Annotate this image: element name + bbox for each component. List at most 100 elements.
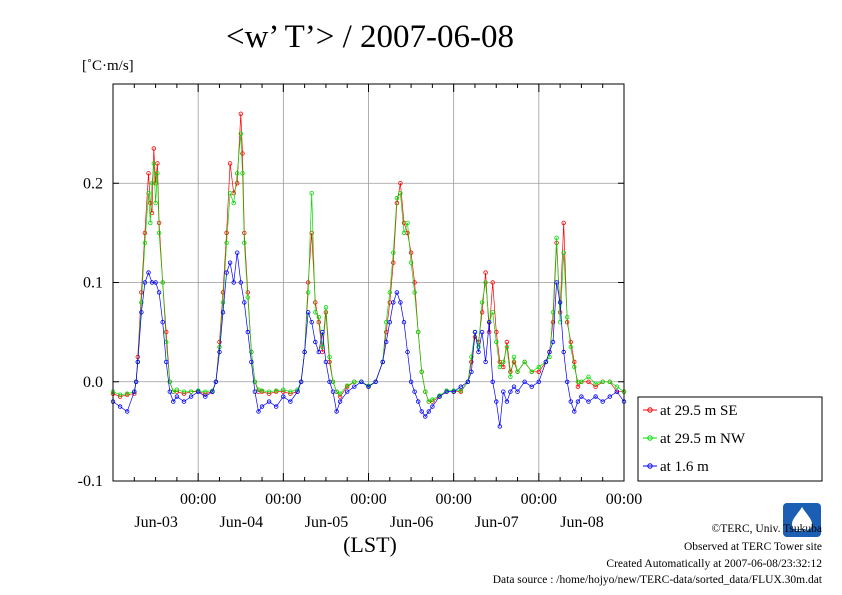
data-point bbox=[281, 394, 286, 399]
x-tick-time: 00:00 bbox=[606, 491, 642, 508]
data-point bbox=[529, 369, 534, 374]
data-point bbox=[479, 329, 485, 335]
data-point bbox=[557, 300, 563, 305]
data-point bbox=[366, 384, 371, 389]
data-point bbox=[345, 383, 350, 388]
data-point bbox=[224, 270, 229, 275]
data-point bbox=[479, 300, 485, 305]
data-point bbox=[142, 280, 148, 285]
data-point bbox=[614, 389, 620, 394]
data-point bbox=[323, 359, 329, 365]
x-tick-time: 00:00 bbox=[180, 491, 216, 508]
data-point bbox=[259, 388, 265, 393]
y-unit-label: [˚C·m/s] bbox=[82, 58, 134, 74]
data-point bbox=[391, 250, 396, 255]
data-point bbox=[174, 394, 180, 399]
legend-label: at 29.5 m SE bbox=[660, 403, 738, 419]
data-point bbox=[238, 111, 243, 116]
data-point bbox=[295, 389, 300, 394]
data-point bbox=[419, 409, 424, 414]
data-point bbox=[483, 280, 488, 285]
data-point bbox=[281, 387, 286, 392]
data-point bbox=[345, 389, 350, 394]
data-point bbox=[494, 399, 499, 404]
data-point bbox=[124, 409, 130, 414]
data-point bbox=[203, 394, 208, 399]
data-point bbox=[522, 379, 527, 384]
data-point bbox=[398, 190, 403, 196]
data-point bbox=[149, 210, 155, 216]
data-point bbox=[554, 280, 559, 285]
x-axis-label: (LST) bbox=[343, 532, 397, 557]
x-tick-date: Jun-07 bbox=[475, 514, 519, 531]
data-point bbox=[408, 260, 414, 265]
data-point bbox=[554, 235, 559, 240]
data-point bbox=[316, 315, 321, 320]
data-point bbox=[306, 290, 311, 295]
data-point bbox=[316, 320, 321, 325]
data-point bbox=[224, 230, 229, 236]
data-point bbox=[458, 388, 463, 393]
data-point bbox=[572, 409, 577, 414]
data-point bbox=[146, 190, 151, 196]
data-point bbox=[387, 290, 392, 295]
data-point bbox=[593, 381, 598, 386]
data-point bbox=[327, 354, 332, 360]
data-point bbox=[337, 391, 343, 396]
data-point bbox=[249, 349, 254, 355]
data-point bbox=[550, 339, 556, 345]
data-point bbox=[117, 392, 123, 397]
data-point bbox=[437, 394, 442, 399]
data-point bbox=[401, 320, 407, 325]
data-point bbox=[408, 379, 414, 384]
data-point bbox=[561, 220, 566, 226]
data-point bbox=[465, 379, 471, 384]
data-point bbox=[412, 290, 417, 295]
data-point bbox=[412, 280, 417, 285]
data-point bbox=[408, 250, 414, 255]
data-point bbox=[614, 384, 620, 389]
data-point bbox=[579, 394, 584, 399]
data-point bbox=[579, 379, 584, 384]
data-point bbox=[511, 359, 517, 365]
data-point bbox=[352, 379, 357, 384]
data-point bbox=[151, 146, 156, 151]
data-point bbox=[148, 200, 153, 206]
data-point bbox=[547, 349, 552, 355]
data-point bbox=[483, 270, 488, 275]
data-point bbox=[181, 389, 187, 394]
data-point bbox=[511, 384, 517, 389]
data-point bbox=[163, 359, 169, 365]
data-point bbox=[240, 171, 245, 176]
data-point bbox=[249, 359, 254, 365]
data-point bbox=[337, 394, 343, 399]
data-point bbox=[593, 394, 598, 399]
legend-marker bbox=[647, 407, 653, 413]
data-point bbox=[352, 384, 357, 389]
legend-marker bbox=[647, 463, 653, 469]
data-point bbox=[575, 384, 581, 389]
data-point bbox=[155, 171, 160, 176]
data-point bbox=[213, 379, 219, 384]
data-point bbox=[320, 329, 325, 335]
y-tick-label: 0.1 bbox=[83, 275, 103, 292]
data-point bbox=[600, 379, 605, 384]
data-point bbox=[309, 320, 314, 325]
data-point bbox=[252, 389, 258, 394]
data-point bbox=[504, 339, 510, 345]
data-point bbox=[384, 339, 389, 345]
data-point bbox=[288, 399, 293, 404]
data-point bbox=[416, 399, 421, 404]
drop-icon bbox=[792, 507, 812, 532]
data-point bbox=[405, 349, 410, 355]
data-point bbox=[188, 394, 194, 399]
data-point bbox=[430, 397, 435, 402]
data-point bbox=[426, 399, 431, 404]
data-point bbox=[600, 399, 605, 404]
data-point bbox=[394, 290, 400, 295]
data-point bbox=[423, 414, 428, 419]
data-point bbox=[511, 354, 517, 360]
series-line bbox=[112, 252, 625, 427]
data-point bbox=[234, 171, 240, 176]
